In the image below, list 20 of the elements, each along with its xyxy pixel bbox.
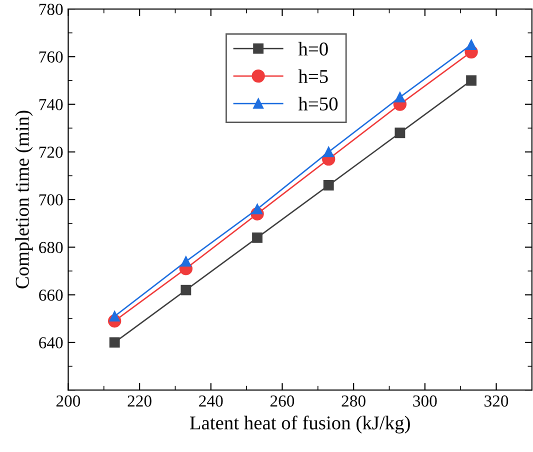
legend-label: h=5 (298, 69, 328, 84)
y-tick-label: 680 (39, 242, 63, 254)
legend-label: h=0 (298, 42, 328, 56)
x-tick-label: 240 (199, 395, 223, 407)
y-tick-label: 740 (39, 99, 63, 110)
y-tick-label: 660 (39, 290, 63, 301)
x-tick-label: 320 (484, 395, 508, 407)
y-axis-title: Completion time (min) (15, 110, 33, 288)
y-tick-label: 720 (39, 146, 63, 158)
y-tick-label: 700 (39, 194, 63, 206)
x-tick-label: 200 (56, 395, 80, 407)
legend-label: h=50 (298, 96, 338, 111)
x-tick-label: 300 (413, 395, 437, 407)
y-tick-label: 760 (39, 51, 63, 63)
y-tick-label: 640 (39, 337, 63, 348)
y-tick-label: 780 (39, 4, 63, 15)
x-tick-label: 260 (270, 395, 294, 407)
x-tick-label: 220 (128, 395, 152, 407)
x-axis-title: Latent heat of fusion (kJ/kg) (190, 416, 410, 434)
x-tick-label: 280 (342, 395, 366, 407)
